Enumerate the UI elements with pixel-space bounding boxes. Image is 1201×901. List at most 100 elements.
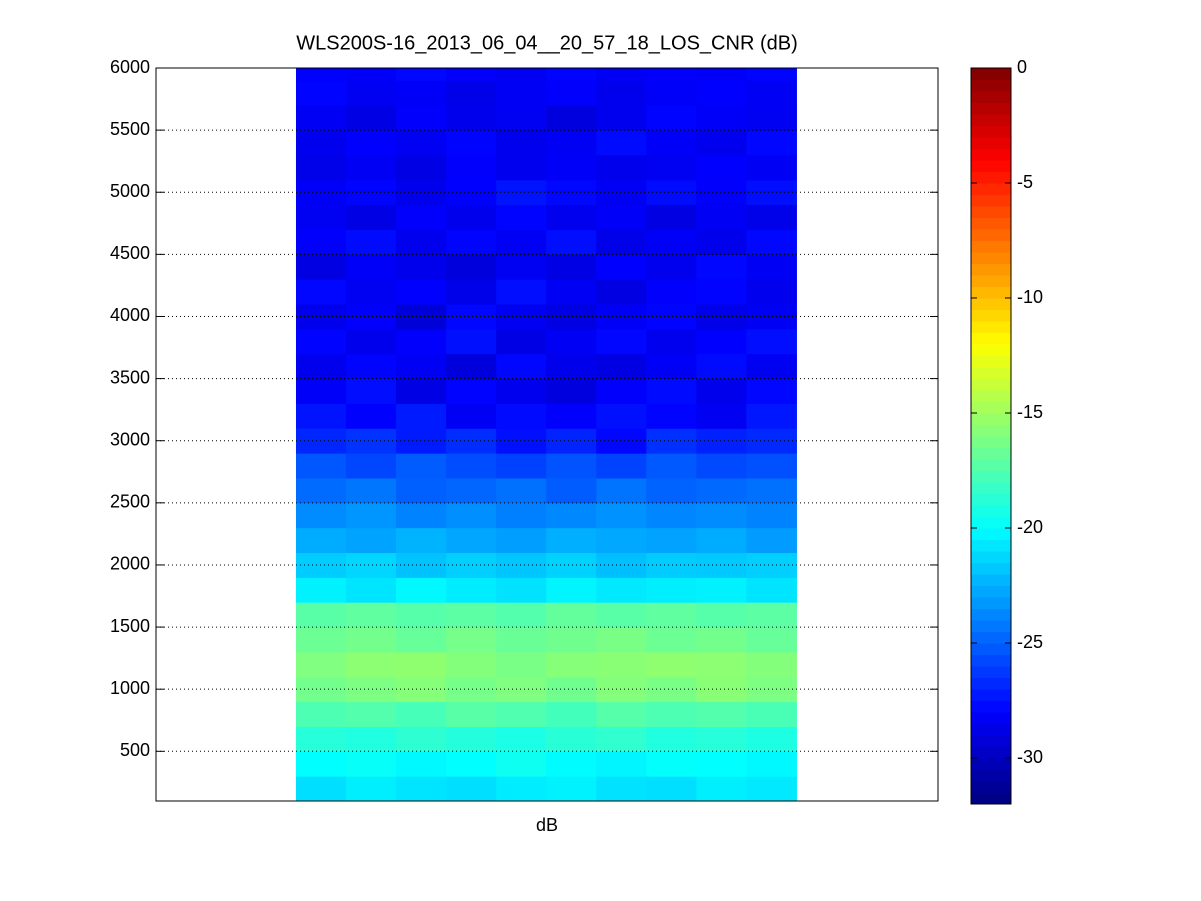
colorbar-tick-label: -30 — [1017, 747, 1043, 767]
heatmap-cell — [596, 701, 647, 727]
heatmap-cell — [446, 776, 497, 801]
colorbar-swatch — [971, 321, 1011, 333]
heatmap-cell — [596, 80, 647, 106]
heatmap-cell — [646, 279, 697, 305]
heatmap-cell — [446, 68, 497, 81]
heatmap-cell — [696, 527, 747, 554]
heatmap-cell — [696, 254, 747, 280]
heatmap-cell — [596, 651, 647, 678]
heatmap-cell — [346, 651, 397, 678]
heatmap-cell — [646, 353, 697, 380]
heatmap-cell — [496, 552, 547, 578]
heatmap-cell — [546, 726, 597, 752]
heatmap-cell — [696, 651, 747, 678]
heatmap-cell — [396, 676, 447, 703]
heatmap-cell — [696, 726, 747, 752]
heatmap-cell — [396, 428, 447, 454]
heatmap-cell — [746, 552, 797, 578]
colorbar-tick-label: -10 — [1017, 287, 1043, 307]
heatmap-cell — [746, 328, 797, 355]
heatmap-cell — [446, 726, 497, 752]
heatmap-cell — [295, 204, 347, 231]
heatmap-cell — [496, 453, 547, 479]
heatmap-cell — [396, 80, 447, 106]
heatmap-cell — [295, 552, 347, 578]
heatmap-cell — [646, 477, 697, 504]
heatmap-cell — [546, 378, 597, 404]
heatmap-cell — [746, 627, 797, 653]
colorbar-swatch — [971, 470, 1011, 483]
colorbar-swatch — [971, 367, 1011, 379]
heatmap-cell — [346, 602, 397, 628]
heatmap-cell — [546, 502, 597, 529]
colorbar-swatch — [971, 700, 1011, 713]
heatmap-cell — [446, 378, 497, 404]
colorbar-tick-label: -15 — [1017, 402, 1043, 422]
y-tick-label: 2500 — [110, 492, 150, 512]
heatmap-cell — [546, 577, 597, 603]
colorbar-swatch — [971, 344, 1011, 356]
heatmap-cell — [396, 627, 447, 653]
heatmap-cell — [546, 428, 597, 454]
heatmap-cell — [295, 651, 347, 678]
colorbar-swatch — [971, 263, 1011, 276]
heatmap-cell — [295, 105, 347, 131]
heatmap-cell — [295, 328, 347, 355]
heatmap-cell — [746, 403, 797, 429]
x-axis-label: dB — [536, 815, 558, 835]
heatmap-cell — [546, 776, 597, 801]
colorbar-swatch — [971, 229, 1011, 241]
heatmap-cell — [446, 453, 497, 479]
colorbar-swatch — [971, 275, 1011, 287]
heatmap-cell — [596, 304, 647, 330]
heatmap-cell — [746, 701, 797, 727]
heatmap-cell — [496, 80, 547, 106]
heatmap-cell — [295, 179, 347, 206]
heatmap-cell — [596, 204, 647, 231]
colorbar-swatch — [971, 183, 1011, 195]
heatmap-cell — [396, 68, 447, 81]
heatmap-cell — [396, 453, 447, 479]
heatmap-cell — [396, 602, 447, 628]
heatmap-cell — [746, 279, 797, 305]
colorbar-swatch — [971, 401, 1011, 414]
heatmap-cell — [496, 179, 547, 206]
heatmap-cell — [295, 68, 347, 81]
heatmap-cell — [446, 279, 497, 305]
heatmap-cell — [396, 105, 447, 131]
heatmap-cell — [496, 279, 547, 305]
heatmap-cell — [696, 68, 747, 81]
heatmap-cell — [596, 453, 647, 479]
heatmap-cell — [646, 651, 697, 678]
heatmap-cell — [746, 602, 797, 628]
heatmap-cell — [746, 80, 797, 106]
heatmap-cell — [546, 651, 597, 678]
heatmap-cell — [295, 527, 347, 554]
colorbar-swatch — [971, 114, 1011, 126]
heatmap-cell — [546, 477, 597, 504]
heatmap-cell — [295, 453, 347, 479]
heatmap-cell — [496, 676, 547, 703]
heatmap-cell — [396, 651, 447, 678]
heatmap-cell — [746, 577, 797, 603]
heatmap-cell — [546, 602, 597, 628]
heatmap-cell — [346, 68, 397, 81]
colorbar-swatch — [971, 631, 1011, 644]
colorbar-swatch — [971, 125, 1011, 138]
heatmap-cell — [346, 80, 397, 106]
heatmap-cell — [596, 627, 647, 653]
heatmap-cell — [496, 627, 547, 653]
heatmap-cell — [546, 154, 597, 181]
heatmap-cell — [746, 105, 797, 131]
heatmap-cell — [596, 527, 647, 554]
colorbar-swatch — [971, 528, 1011, 540]
colorbar-swatch — [971, 102, 1011, 115]
heatmap-cell — [396, 477, 447, 504]
colorbar-swatch — [971, 781, 1011, 793]
colorbar-swatch — [971, 137, 1011, 149]
heatmap-cell — [295, 254, 347, 280]
colorbar-swatch — [971, 160, 1011, 172]
heatmap-cell — [696, 403, 747, 429]
heatmap-cell — [496, 378, 547, 404]
heatmap-cell — [496, 254, 547, 280]
